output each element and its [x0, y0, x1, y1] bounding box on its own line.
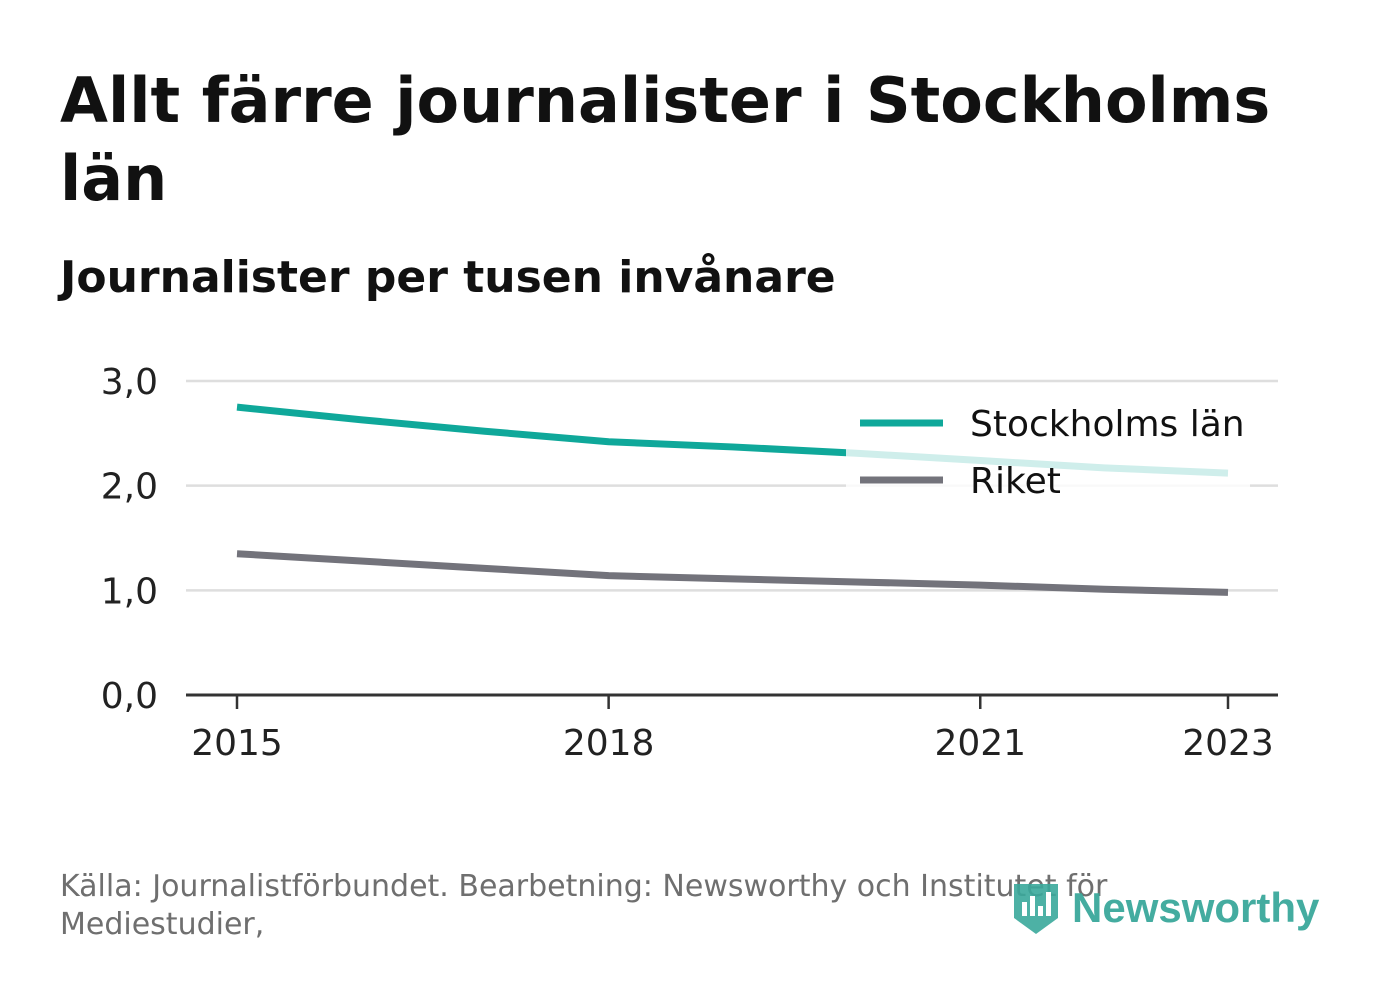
chart-subtitle: Journalister per tusen invånare	[60, 252, 836, 303]
chart-title: Allt färre journalister i Stockholms län	[60, 64, 1271, 215]
x-tick-label: 2023	[1182, 723, 1274, 764]
y-tick-label: 3,0	[101, 362, 158, 403]
x-tick-label: 2018	[563, 723, 655, 764]
logo-text: Newsworthy	[1072, 884, 1320, 931]
series-line-riket	[236, 550, 1229, 596]
x-axis: 2015 2018 2021 2023	[186, 693, 1278, 764]
legend-label: Stockholms län	[970, 404, 1245, 445]
y-tick-label: 1,0	[101, 571, 158, 612]
legend-background	[846, 396, 1250, 502]
legend: Stockholms län Riket	[846, 396, 1250, 502]
y-tick-label: 2,0	[101, 467, 158, 508]
newsworthy-logo: Newsworthy	[1010, 876, 1319, 940]
bar-chart-shield-icon	[1014, 884, 1058, 934]
source-note: Källa: Journalistförbundet. Bearbetning:…	[60, 869, 1108, 942]
x-tick-label: 2021	[934, 723, 1026, 764]
legend-label: Riket	[970, 461, 1061, 502]
x-tick-label: 2015	[191, 723, 283, 764]
y-tick-label: 0,0	[101, 676, 158, 717]
